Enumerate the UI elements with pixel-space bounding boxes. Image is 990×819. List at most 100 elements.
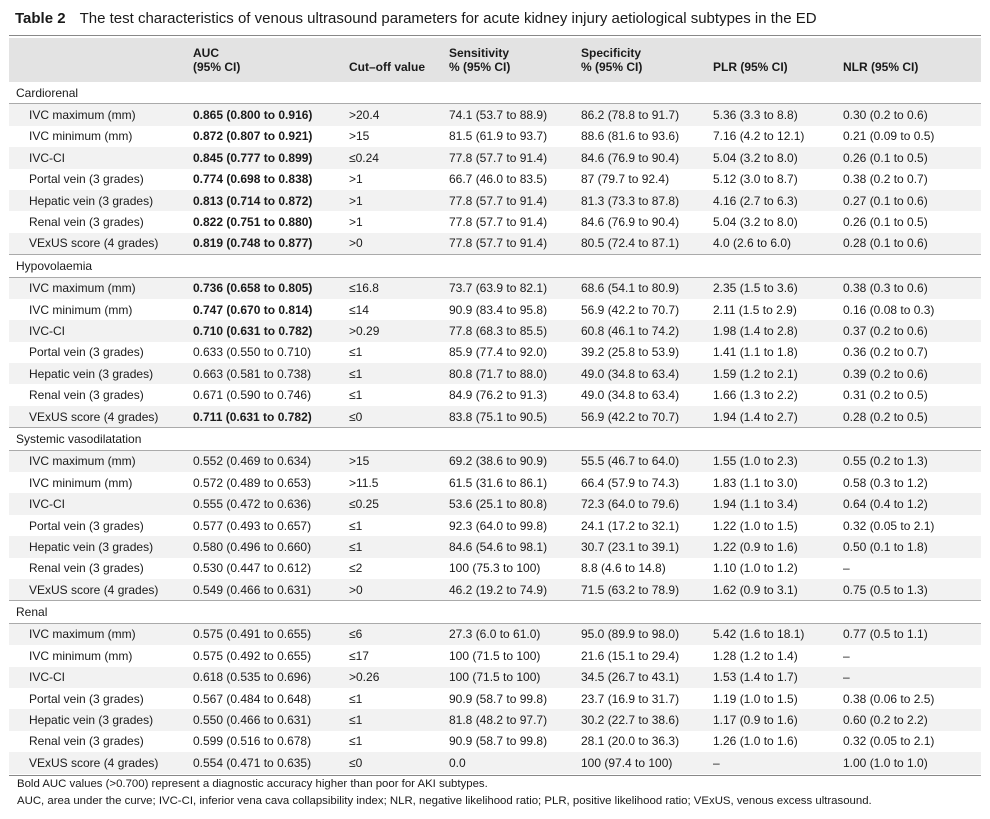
specificity-cell: 21.6 (15.1 to 29.4): [581, 648, 680, 663]
specificity-cell: 55.5 (46.7 to 64.0): [581, 449, 713, 473]
cutoff-cell: ≤1: [349, 734, 363, 749]
cutoff-cell: ≤17: [349, 648, 369, 663]
plr-cell: 1.53 (1.4 to 1.7): [713, 666, 843, 688]
cutoff-cell: >1: [349, 215, 363, 230]
parameter-cell: VExUS score (4 grades): [9, 232, 193, 255]
plr-cell: 2.35 (1.5 to 3.6): [713, 276, 843, 299]
parameter-cell: Portal vein (3 grades): [29, 691, 144, 706]
plr-cell: 7.16 (4.2 to 12.1): [713, 129, 805, 144]
nlr-cell: 0.16 (0.08 to 0.3): [843, 302, 935, 317]
cutoff-cell: ≤1: [349, 691, 363, 706]
cutoff-cell: ≤1: [349, 345, 363, 360]
parameter-cell: IVC minimum (mm): [29, 302, 133, 317]
parameter-cell: IVC minimum (mm): [29, 648, 133, 663]
sensitivity-cell: 73.7 (63.9 to 82.1): [449, 276, 581, 299]
cutoff-cell: ≤1: [349, 536, 449, 558]
group-row: Systemic vasodilatation: [9, 427, 981, 451]
group-label: Renal: [9, 600, 981, 624]
parameter-cell: IVC minimum (mm): [29, 475, 133, 490]
parameter-cell: Portal vein (3 grades): [29, 518, 144, 533]
specificity-cell: 49.0 (34.8 to 63.4): [581, 363, 713, 385]
plr-cell: –: [713, 752, 843, 774]
header-nlr: NLR (95% CI): [843, 60, 919, 74]
table-row: Renal vein (3 grades) 0.530 (0.447 to 0.6…: [9, 558, 981, 579]
sensitivity-cell: 77.8 (57.7 to 91.4): [449, 232, 581, 255]
cutoff-cell: ≤1: [349, 709, 449, 731]
cutoff-cell: ≤1: [349, 388, 363, 403]
specificity-cell: 72.3 (64.0 to 79.6): [581, 493, 713, 515]
table-row: VExUS score (4 grades) 0.554 (0.471 to 0.…: [9, 752, 981, 774]
nlr-cell: 0.21 (0.09 to 0.5): [843, 129, 935, 144]
table-row: Hepatic vein (3 grades) 0.663 (0.581 to 0…: [9, 363, 981, 385]
cutoff-cell: ≤6: [349, 622, 449, 646]
table-row: Hepatic vein (3 grades) 0.580 (0.496 to 0…: [9, 536, 981, 558]
sensitivity-cell: 84.9 (76.2 to 91.3): [449, 388, 548, 403]
plr-cell: 1.94 (1.1 to 3.4): [713, 493, 843, 515]
parameter-cell: VExUS score (4 grades): [9, 405, 193, 428]
header-specificity: Specificity% (95% CI): [581, 46, 643, 74]
cutoff-cell: >15: [349, 449, 449, 473]
plr-cell: 5.36 (3.3 to 8.8): [713, 103, 843, 126]
table-row: VExUS score (4 grades) 0.819 (0.748 to 0.…: [9, 232, 981, 255]
parameter-cell: IVC maximum (mm): [9, 449, 193, 473]
plr-cell: 5.04 (3.2 to 8.0): [713, 215, 798, 230]
specificity-cell: 66.4 (57.9 to 74.3): [581, 475, 680, 490]
sensitivity-cell: 61.5 (31.6 to 86.1): [449, 475, 548, 490]
specificity-cell: 87 (79.7 to 92.4): [581, 172, 670, 187]
cutoff-cell: >0: [349, 232, 449, 255]
specificity-cell: 71.5 (63.2 to 78.9): [581, 578, 713, 601]
parameter-cell: Renal vein (3 grades): [29, 215, 144, 230]
auc-cell: 0.530 (0.447 to 0.612): [193, 561, 312, 576]
table-row: VExUS score (4 grades) 0.711 (0.631 to 0.…: [9, 405, 981, 428]
cutoff-cell: >1: [349, 189, 449, 212]
nlr-cell: 0.75 (0.5 to 1.3): [843, 578, 981, 601]
table-row: Hepatic vein (3 grades) 0.813 (0.714 to 0…: [9, 189, 981, 212]
auc-cell: 0.865 (0.800 to 0.916): [193, 103, 349, 126]
nlr-cell: 0.58 (0.3 to 1.2): [843, 475, 928, 490]
specificity-cell: 95.0 (89.9 to 98.0): [581, 622, 713, 646]
nlr-cell: 0.37 (0.2 to 0.6): [843, 320, 981, 342]
sensitivity-cell: 90.9 (83.4 to 95.8): [449, 302, 548, 317]
sensitivity-cell: 81.8 (48.2 to 97.7): [449, 709, 581, 731]
plr-cell: 1.10 (1.0 to 1.2): [713, 561, 798, 576]
parameter-cell: IVC maximum (mm): [9, 622, 193, 646]
header-plr: PLR (95% CI): [713, 60, 788, 74]
plr-cell: 1.19 (1.0 to 1.5): [713, 691, 798, 706]
cutoff-cell: ≤1: [349, 363, 449, 385]
plr-cell: 1.22 (1.0 to 1.5): [713, 518, 798, 533]
parameter-cell: Portal vein (3 grades): [29, 345, 144, 360]
plr-cell: 1.83 (1.1 to 3.0): [713, 475, 798, 490]
group-row: Hypovolaemia: [9, 254, 981, 278]
nlr-cell: 0.31 (0.2 to 0.5): [843, 388, 928, 403]
table-caption: The test characteristics of venous ultra…: [79, 10, 817, 27]
footnote-bold: Bold AUC values (>0.700) represent a dia…: [17, 778, 488, 790]
auc-cell: 0.567 (0.484 to 0.648): [193, 691, 312, 706]
nlr-cell: 0.28 (0.2 to 0.5): [843, 405, 981, 428]
table-row: IVC-CI 0.555 (0.472 to 0.636) ≤0.25 53.6 (2…: [9, 493, 981, 515]
auc-cell: 0.633 (0.550 to 0.710): [193, 345, 312, 360]
table-row: Renal vein (3 grades) 0.599 (0.516 to 0.6…: [9, 731, 981, 752]
cutoff-cell: ≤16.8: [349, 276, 449, 299]
table-body: Cardiorenal IVC maximum (mm) 0.865 (0.800 …: [9, 82, 981, 774]
auc-cell: 0.813 (0.714 to 0.872): [193, 189, 349, 212]
table-row: IVC-CI 0.618 (0.535 to 0.696) >0.26 100 (71…: [9, 666, 981, 688]
table-row: Portal vein (3 grades) 0.567 (0.484 to 0.…: [9, 688, 981, 709]
group-row: Cardiorenal: [9, 82, 981, 104]
specificity-cell: 39.2 (25.8 to 53.9): [581, 345, 680, 360]
specificity-cell: 8.8 (4.6 to 14.8): [581, 561, 666, 576]
nlr-cell: 0.55 (0.2 to 1.3): [843, 449, 981, 473]
table-row: Hepatic vein (3 grades) 0.550 (0.466 to 0…: [9, 709, 981, 731]
cutoff-cell: ≤1: [349, 518, 363, 533]
table-row: IVC minimum (mm) 0.575 (0.492 to 0.655) ≤1…: [9, 645, 981, 666]
table-row: IVC minimum (mm) 0.572 (0.489 to 0.653) >1…: [9, 472, 981, 493]
plr-cell: 1.98 (1.4 to 2.8): [713, 320, 843, 342]
specificity-cell: 80.5 (72.4 to 87.1): [581, 232, 713, 255]
nlr-cell: –: [843, 666, 981, 688]
cutoff-cell: >0.29: [349, 320, 449, 342]
sensitivity-cell: 77.8 (68.3 to 85.5): [449, 320, 581, 342]
sensitivity-cell: 100 (75.3 to 100): [449, 561, 541, 576]
auc-cell: 0.845 (0.777 to 0.899): [193, 147, 349, 169]
sensitivity-cell: 80.8 (71.7 to 88.0): [449, 363, 581, 385]
specificity-cell: 68.6 (54.1 to 80.9): [581, 276, 713, 299]
nlr-cell: 0.38 (0.2 to 0.7): [843, 172, 928, 187]
